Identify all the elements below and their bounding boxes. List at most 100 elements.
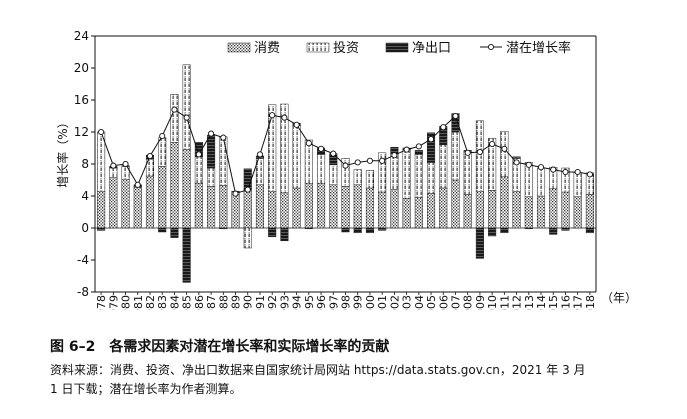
x-tick-label: 1980: [120, 295, 133, 310]
bar-dash-dot: [353, 169, 362, 186]
bar-dotted: [451, 179, 460, 229]
bar-dash-dot: [304, 139, 313, 184]
potential-growth-point: [110, 162, 117, 169]
legend-swatch: [385, 42, 409, 53]
x-tick-label: 1997: [327, 295, 340, 310]
x-tick-label: 1983: [156, 295, 169, 310]
bar-dotted: [317, 182, 326, 229]
x-tick-label: 2007: [449, 295, 462, 310]
x-tick-label: 2008: [462, 295, 475, 310]
bar-dash-dot: [243, 227, 252, 249]
x-tick-label: 1979: [107, 295, 120, 310]
bar-dotted: [329, 184, 338, 229]
bar-dotted: [194, 182, 203, 229]
bar-dotted: [97, 190, 106, 229]
bar-dash-dot: [170, 94, 179, 143]
bar-dotted: [475, 190, 484, 229]
x-tick-label: 2005: [425, 295, 438, 310]
bar-solid-dark: [549, 227, 558, 235]
bar-solid-dark: [414, 150, 423, 155]
x-tick-label: 2015: [547, 295, 560, 310]
potential-growth-point: [159, 132, 166, 140]
bar-solid-dark: [512, 156, 521, 159]
bar-dotted: [170, 142, 179, 229]
potential-growth-point: [134, 181, 141, 188]
bar-dash-dot: [207, 167, 216, 187]
chart: -8 -4 0 4 8 12 16 20 24 增长率（%） 1978 1979 1980 1981 198…: [55, 29, 637, 310]
bar-solid-dark: [219, 227, 228, 230]
x-tick-label: 1991: [254, 295, 267, 310]
x-tick-label: 2017: [572, 295, 585, 310]
bar-solid-dark: [524, 227, 533, 230]
bar-solid-dark: [426, 132, 436, 163]
legend-label: 投资: [333, 40, 359, 56]
bar-solid-dark: [170, 227, 179, 238]
bar-dotted: [109, 177, 118, 229]
bar-dash-dot: [414, 154, 423, 198]
bar-solid-dark: [182, 227, 191, 283]
x-tick-label: 2018: [584, 295, 597, 310]
potential-growth-point: [452, 112, 459, 120]
y-tick-label: 0: [81, 221, 89, 235]
bar-dotted: [390, 189, 399, 229]
figure-caption-title: 图 6–2 各需求因素对潜在增长率和实际增长率的贡献: [50, 339, 390, 355]
potential-growth-point: [281, 114, 288, 121]
bar-dash-dot: [402, 149, 411, 199]
bar-dash-dot: [329, 164, 338, 186]
bar-dotted: [573, 196, 582, 229]
x-tick-label: 1982: [144, 295, 157, 310]
bar-dotted: [268, 190, 277, 229]
x-tick-label: 2010: [486, 295, 499, 310]
potential-growth-point: [208, 130, 215, 137]
bar-dash-dot: [219, 136, 228, 186]
legend-item: 消费: [227, 41, 280, 56]
bar-dotted: [549, 188, 558, 229]
x-tick-label: 2001: [376, 295, 389, 310]
bar-dotted: [561, 191, 570, 229]
x-tick-label: 2006: [437, 295, 450, 310]
x-axis-unit: （年）: [601, 291, 637, 305]
bar-dotted: [145, 175, 155, 229]
potential-growth-point: [513, 159, 520, 166]
legend-label: 潜在增长率: [506, 40, 571, 56]
x-tick-label: 1981: [132, 295, 145, 310]
bar-dotted: [133, 186, 142, 229]
x-tick-label: 1989: [230, 295, 243, 310]
bar-dash-dot: [439, 144, 448, 189]
potential-growth-point: [183, 114, 190, 121]
potential-growth-point: [342, 162, 349, 169]
y-tick-label: 8: [81, 157, 89, 171]
potential-growth-point: [525, 161, 532, 168]
x-tick-label: 1978: [95, 295, 108, 310]
x-tick-label: 2009: [474, 295, 487, 310]
bar-dotted: [414, 197, 423, 229]
source-line-2: 1 日下载；潜在增长率为作者测算。: [50, 382, 242, 396]
y-axis-label: 增长率（%）: [55, 116, 70, 187]
potential-growth-point: [318, 145, 325, 152]
y-tick-label: 4: [81, 189, 89, 203]
potential-growth-point: [427, 136, 435, 143]
bar-dotted: [292, 187, 301, 229]
potential-growth-point: [293, 121, 300, 128]
legend-item: 潜在增长率: [480, 40, 571, 56]
bar-solid-dark: [304, 227, 313, 230]
x-tick-label: 2013: [523, 295, 536, 310]
bar-dotted: [439, 187, 448, 229]
bar-dotted: [182, 149, 191, 229]
bar-dotted: [378, 191, 387, 229]
bar-dash-dot: [280, 103, 289, 194]
legend-marker-swatch: [487, 43, 495, 51]
x-tick-label: 2012: [511, 295, 524, 310]
x-tick-label: 1990: [242, 295, 255, 310]
bar-dotted: [207, 186, 216, 229]
bar-solid-dark: [243, 168, 252, 190]
potential-growth-point: [366, 157, 373, 164]
potential-growth-point: [476, 148, 483, 156]
bar-dash-dot: [378, 152, 387, 193]
x-tick-label: 1988: [217, 295, 230, 310]
potential-growth-point: [464, 149, 471, 156]
bar-dash-dot: [488, 138, 497, 191]
bar-solid-dark: [365, 227, 374, 234]
bar-solid-dark: [378, 227, 387, 231]
